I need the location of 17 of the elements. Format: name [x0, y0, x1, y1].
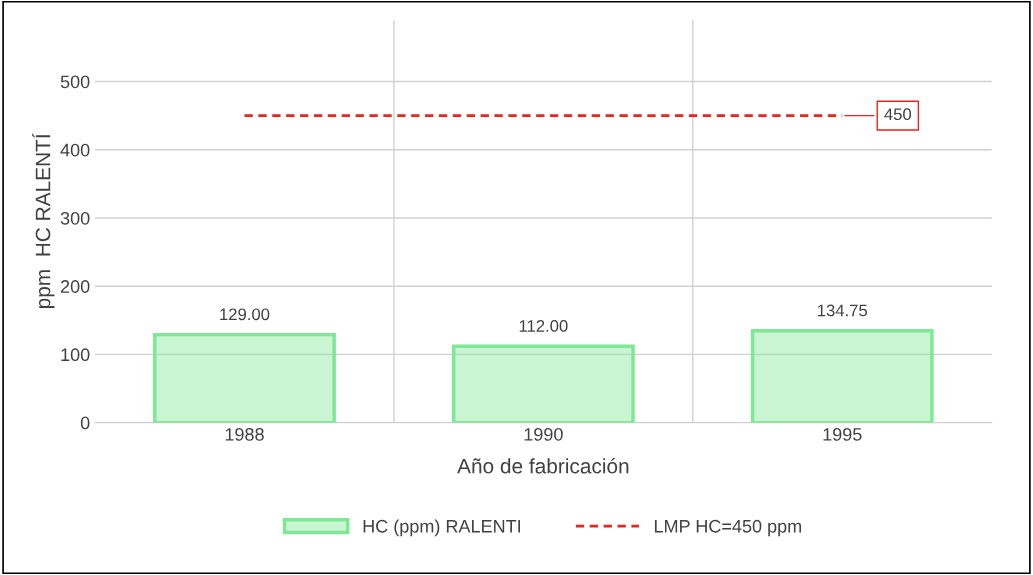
y-tick-label: 400: [60, 143, 90, 157]
y-tick-label: 0: [80, 416, 90, 430]
data-label: 112.00: [519, 320, 568, 332]
data-label: 450: [884, 108, 912, 121]
y-tick-label: 200: [60, 280, 90, 293]
y-tick-label: 300: [60, 211, 90, 225]
x-axis-title: Año de fabricación: [457, 457, 629, 474]
legend-label: HC (ppm) RALENTI: [363, 519, 521, 537]
x-tick-label: 1990: [524, 427, 563, 441]
x-tick-label: 1995: [823, 427, 862, 441]
y-tick-label: 100: [61, 348, 90, 362]
x-tick-label: 1988: [225, 427, 264, 441]
data-label: 129.00: [220, 308, 270, 321]
data-label: 134.75: [818, 304, 868, 317]
legend-label: LMP HC=450 ppm: [654, 519, 801, 537]
y-tick-label: 500: [60, 75, 90, 89]
y-axis-title: ppm HC RALENTÍ: [32, 133, 55, 309]
